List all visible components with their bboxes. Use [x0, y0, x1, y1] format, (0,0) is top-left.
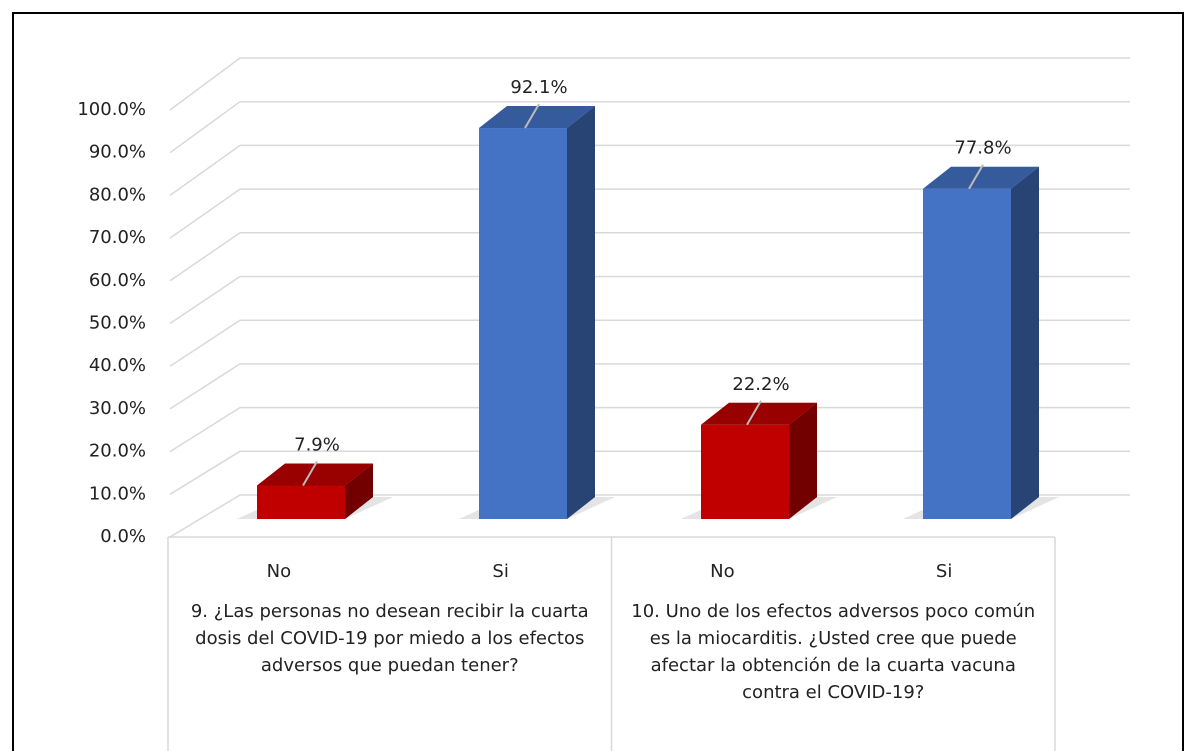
bar-top [479, 106, 595, 129]
bar-top-shade [923, 166, 1039, 189]
y-tick-label: 10.0% [89, 483, 146, 504]
grid-line [169, 494, 1130, 538]
grid-line [169, 275, 1130, 325]
bar-side-shade [567, 106, 595, 520]
bar-side-shade [789, 402, 817, 519]
bar-top [257, 463, 373, 486]
bar-side-shade [345, 463, 373, 519]
bar-top-shade [701, 402, 817, 425]
bar-top-shade [257, 463, 373, 486]
bar [701, 424, 789, 519]
bar [923, 188, 1011, 519]
grid-line [169, 188, 1130, 239]
value-label: 7.9% [294, 434, 340, 455]
grid-line [169, 363, 1130, 410]
x-tick-label: No [267, 561, 291, 582]
y-tick-label: 30.0% [89, 398, 146, 419]
y-tick-label: 80.0% [89, 184, 146, 205]
value-label: 22.2% [732, 374, 789, 395]
y-tick-label: 100.0% [77, 99, 146, 120]
x-tick-label: No [710, 561, 734, 582]
value-label: 92.1% [510, 77, 567, 98]
y-tick-label: 60.0% [89, 270, 146, 291]
bar-top-shade [479, 106, 595, 129]
bar [479, 128, 567, 519]
bar [257, 485, 345, 519]
grid-line [169, 450, 1130, 495]
grid-line [169, 144, 1130, 197]
y-tick-label: 90.0% [89, 142, 146, 163]
grid-line [169, 100, 1130, 154]
y-tick-label: 0.0% [100, 526, 146, 547]
bar-side [789, 402, 817, 519]
grid-line [169, 57, 1130, 111]
group-label: 9. ¿Las personas no desean recibir la cu… [190, 601, 589, 676]
leader-line [302, 460, 318, 486]
group-label: 10. Uno de los efectos adversos poco com… [631, 601, 1036, 703]
leader-line [746, 400, 762, 426]
frame [12, 12, 1184, 751]
value-label: 77.8% [954, 138, 1011, 159]
bar-top [923, 166, 1039, 189]
y-tick-label: 70.0% [89, 227, 146, 248]
bar-side [345, 463, 373, 519]
leader-line [968, 164, 984, 190]
bar-side-shade [1011, 166, 1039, 519]
grid-line [169, 319, 1130, 367]
bar-side [567, 106, 595, 520]
bar-top [701, 402, 817, 425]
leader-line [524, 103, 540, 129]
x-tick-label: Si [492, 561, 508, 582]
grid-line [169, 406, 1130, 453]
grid-line [169, 232, 1130, 282]
bar-side [1011, 166, 1039, 519]
y-tick-label: 50.0% [89, 313, 146, 334]
x-tick-label: Si [936, 561, 952, 582]
y-tick-label: 20.0% [89, 441, 146, 462]
y-tick-label: 40.0% [89, 355, 146, 376]
